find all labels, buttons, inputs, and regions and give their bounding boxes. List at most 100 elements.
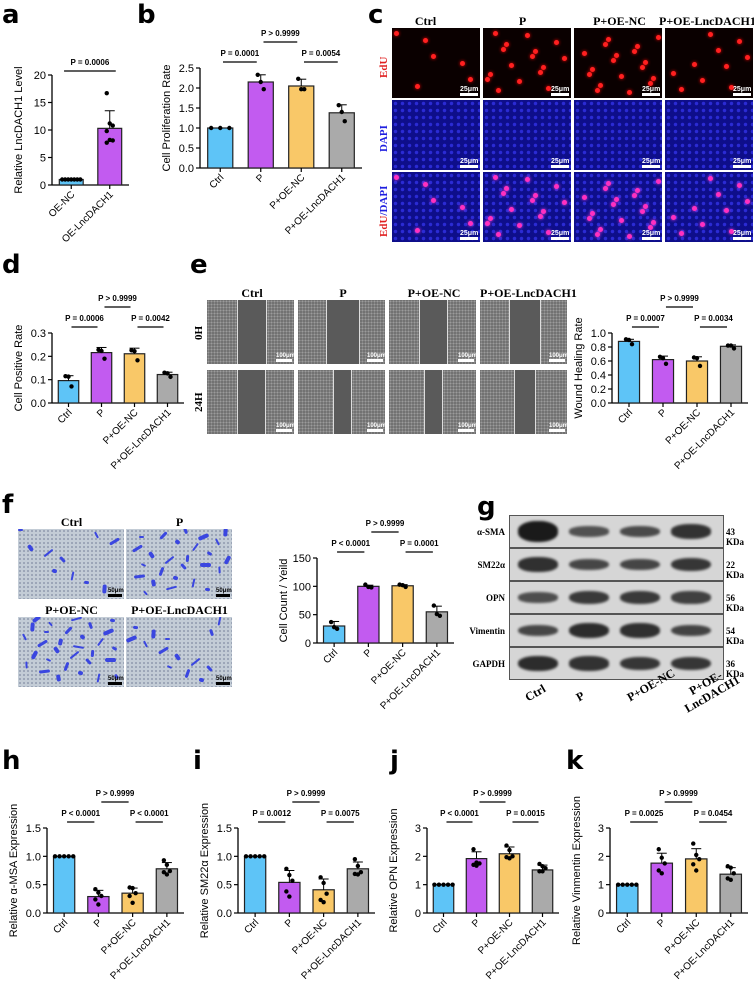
transwell-title-p-oe-nc: P+OE-NC (45, 603, 98, 617)
transwell-image-2: 50μm (18, 617, 124, 687)
svg-text:P: P (655, 917, 668, 930)
svg-text:P = 0.0006: P = 0.0006 (65, 314, 104, 323)
blot-kda-label-4: 36 KDa (726, 659, 744, 679)
scale-bar: 100μm (549, 423, 567, 432)
svg-text:Cell Count / Yeild: Cell Count / Yeild (278, 559, 290, 643)
edu-col-title-ctrl: Ctrl (414, 14, 437, 28)
scale-bar: 25μm (460, 86, 478, 96)
svg-text:15: 15 (34, 98, 46, 110)
svg-text:0.2: 0.2 (591, 384, 606, 396)
svg-text:0.0: 0.0 (179, 163, 194, 175)
svg-text:P+OE-LncDACH1: P+OE-LncDACH1 (673, 407, 738, 472)
edu-image-r1-c1: 25μm (483, 100, 571, 170)
svg-text:0.0: 0.0 (31, 398, 46, 410)
svg-text:Ctrl: Ctrl (56, 407, 75, 426)
svg-text:5: 5 (40, 153, 46, 165)
blot-protein-label-3: Vimentin (469, 626, 505, 636)
chart-h: 0.0 0.5 1.0 1.5 Relative α-MSA Expression Ctr… (5, 780, 190, 995)
svg-text:P = 0.0007: P = 0.0007 (626, 314, 665, 323)
chart-k: 0 1 2 3 Relative Vinmentin Expression Ctrl P P+… (568, 780, 754, 995)
wound-image-r1-c0: 100μm (207, 370, 294, 434)
svg-text:P: P (362, 647, 375, 660)
svg-text:150: 150 (293, 553, 311, 565)
svg-text:Ctrl: Ctrl (51, 917, 70, 936)
svg-text:P = 0.0034: P = 0.0034 (694, 314, 733, 323)
blot-kda-label-2: 56 KDa (726, 593, 744, 613)
svg-text:0: 0 (40, 180, 46, 192)
svg-text:Relative Vinmentin Expression: Relative Vinmentin Expression (571, 796, 583, 945)
svg-text:1.5: 1.5 (179, 103, 194, 115)
svg-text:Relative LncDACH1 Level: Relative LncDACH1 Level (13, 66, 25, 193)
edu-image-r2-c2: 25μm (574, 172, 662, 242)
edu-image-grid: Ctrl P P+OE-NC P+OE-LncDACH1 EdU DAPI Ed… (378, 14, 754, 244)
svg-text:P = 0.0054: P = 0.0054 (301, 49, 340, 58)
svg-text:P: P (470, 917, 483, 930)
svg-text:P = 0.0075: P = 0.0075 (321, 809, 360, 818)
svg-text:Ctrl: Ctrl (431, 917, 450, 936)
svg-text:P = 0.0012: P = 0.0012 (252, 809, 291, 818)
svg-text:P = 0.0006: P = 0.0006 (71, 58, 110, 67)
scale-bar: 100μm (367, 423, 385, 432)
svg-text:1.0: 1.0 (591, 328, 606, 340)
panel-label-k: k (566, 746, 584, 776)
panel-label-c: c (368, 0, 384, 30)
scale-bar: 25μm (642, 86, 660, 96)
scale-bar: 25μm (733, 86, 751, 96)
svg-text:1: 1 (598, 880, 604, 892)
svg-text:P > 0.9999: P > 0.9999 (660, 294, 699, 303)
scale-bar: 50μm (108, 676, 124, 685)
edu-image-r2-c3: 25μm (665, 172, 753, 242)
scale-bar: 100μm (458, 423, 476, 432)
blot-strip-2 (509, 581, 724, 614)
panel-label-h: h (2, 746, 21, 776)
svg-text:0.0: 0.0 (217, 908, 232, 920)
scale-bar: 25μm (551, 230, 569, 240)
wound-col-title-p-oe-lnc: P+OE-LncDACH1 (480, 286, 577, 300)
blot-kda-label-3: 54 KDa (726, 626, 744, 646)
scale-bar: 100μm (276, 353, 294, 362)
panel-label-f: f (2, 490, 14, 520)
edu-col-title-p-oe-nc: P+OE-NC (593, 14, 646, 28)
svg-text:P: P (95, 407, 108, 420)
svg-text:P > 0.9999: P > 0.9999 (366, 519, 405, 528)
svg-text:P+OE-LncDACH1: P+OE-LncDACH1 (109, 407, 174, 472)
transwell-title-p-oe-lnc: P+OE-LncDACH1 (131, 603, 228, 617)
blot-strip-3 (509, 614, 724, 647)
scale-bar: 25μm (642, 230, 660, 240)
svg-text:Ctrl: Ctrl (242, 917, 261, 936)
svg-text:0.8: 0.8 (591, 342, 606, 354)
edu-image-r1-c2: 25μm (574, 100, 662, 170)
svg-text:P = 0.0025: P = 0.0025 (625, 809, 664, 818)
scale-bar: 25μm (642, 158, 660, 168)
edu-image-r2-c0: 25μm (392, 172, 480, 242)
transwell-image-3: 50μm (126, 617, 232, 687)
panel-label-i: i (193, 746, 202, 776)
wound-image-r1-c1: 100μm (298, 370, 385, 434)
wound-row-label-24h: 24H (193, 392, 205, 413)
svg-text:0: 0 (415, 908, 421, 920)
svg-text:P: P (657, 407, 670, 420)
edu-image-r0-c1: 25μm (483, 28, 571, 98)
panel-label-j: j (390, 746, 399, 776)
scale-bar: 25μm (551, 86, 569, 96)
svg-text:P: P (283, 917, 296, 930)
wound-image-r1-c3: 100μm (480, 370, 567, 434)
edu-image-r0-c0: 25μm (392, 28, 480, 98)
svg-text:Cell Proliferation Rate: Cell Proliferation Rate (161, 65, 173, 172)
blot-strip-4 (509, 647, 724, 680)
chart-e: 0.0 0.2 0.4 0.6 0.8 1.0 Wound Healing Rate Ctrl… (570, 285, 754, 485)
transwell-image-grid: Ctrl P P+OE-NC P+OE-LncDACH1 50μm 50μm 50μ… (18, 515, 233, 687)
scale-bar: 25μm (551, 158, 569, 168)
svg-text:Relative SM22α Expression: Relative SM22α Expression (199, 803, 211, 938)
dapi-row-label: DAPI (378, 125, 390, 153)
edu-col-title-p: P (518, 14, 527, 28)
svg-text:Ctrl: Ctrl (616, 407, 635, 426)
blot-protein-label-0: α-SMA (476, 527, 505, 537)
scale-bar: 100μm (367, 353, 385, 362)
svg-text:10: 10 (34, 125, 46, 137)
svg-text:50: 50 (299, 610, 311, 622)
svg-text:2.0: 2.0 (179, 83, 194, 95)
svg-text:0.5: 0.5 (179, 143, 194, 155)
wound-col-title-p-oe-nc: P+OE-NC (407, 286, 461, 300)
svg-text:P+OE-LncDACH1: P+OE-LncDACH1 (108, 917, 173, 982)
